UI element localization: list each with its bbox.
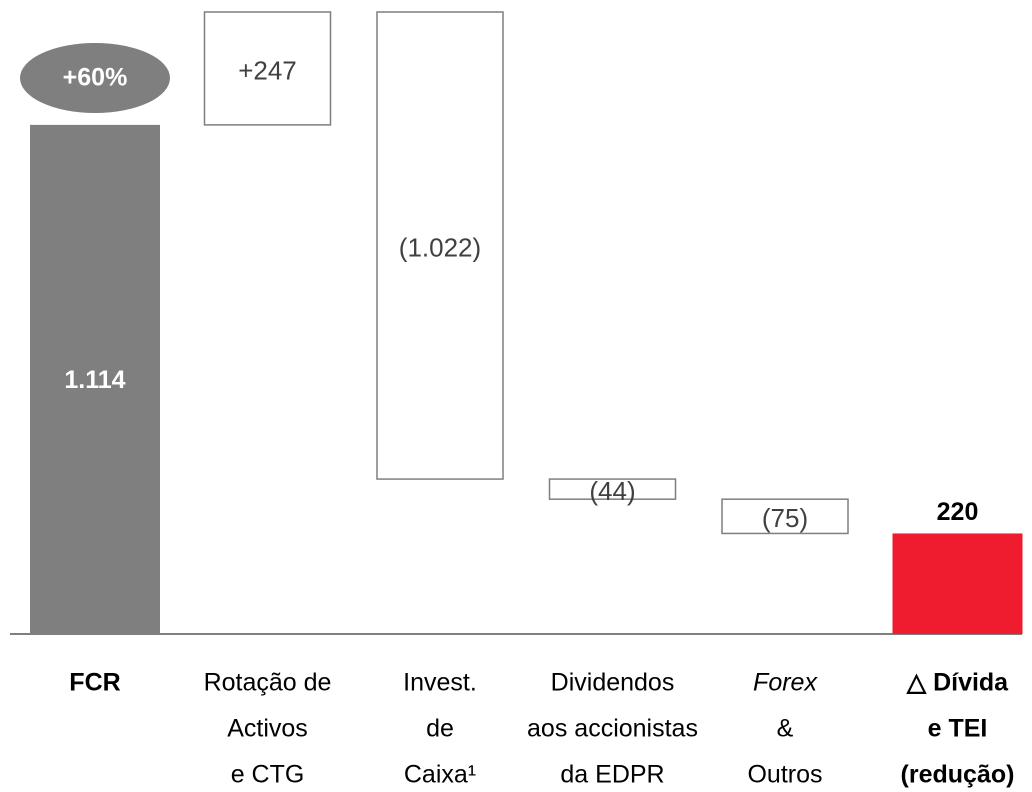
x-tick-label: da EDPR [560,761,664,789]
x-tick-label: Outros [747,761,822,789]
value-label: (75) [762,503,808,533]
x-tick-label: (redução) [901,761,1015,789]
x-tick-label: Invest. [403,669,477,697]
value-label: 1.114 [64,366,125,394]
x-tick-label: FCR [69,669,120,697]
x-tick-label: Dividendos [551,669,675,697]
value-label: (1.022) [399,232,481,262]
value-label: (44) [589,476,635,506]
annotation: +60% [63,64,128,92]
x-tick-label: aos accionistas [527,715,698,743]
bar [548,478,677,500]
value-label: 220 [937,498,979,526]
x-tick-label: e CTG [231,761,305,789]
x-tick-label: Forex [753,669,818,697]
x-tick-label: Caixa¹ [404,761,476,789]
value-label: +247 [238,55,297,85]
x-tick-label: & [777,715,794,743]
bar [376,11,504,480]
x-tick-label: Activos [227,715,308,743]
x-tick-label: △ Dívida [906,669,1009,697]
bar [203,11,332,126]
x-tick-label: de [426,715,454,743]
bar [30,124,160,634]
bar [721,498,849,535]
bar [892,533,1023,634]
x-tick-label: Rotação de [204,669,332,697]
annotation-badge [20,43,170,113]
x-tick-label: e TEI [928,715,988,743]
